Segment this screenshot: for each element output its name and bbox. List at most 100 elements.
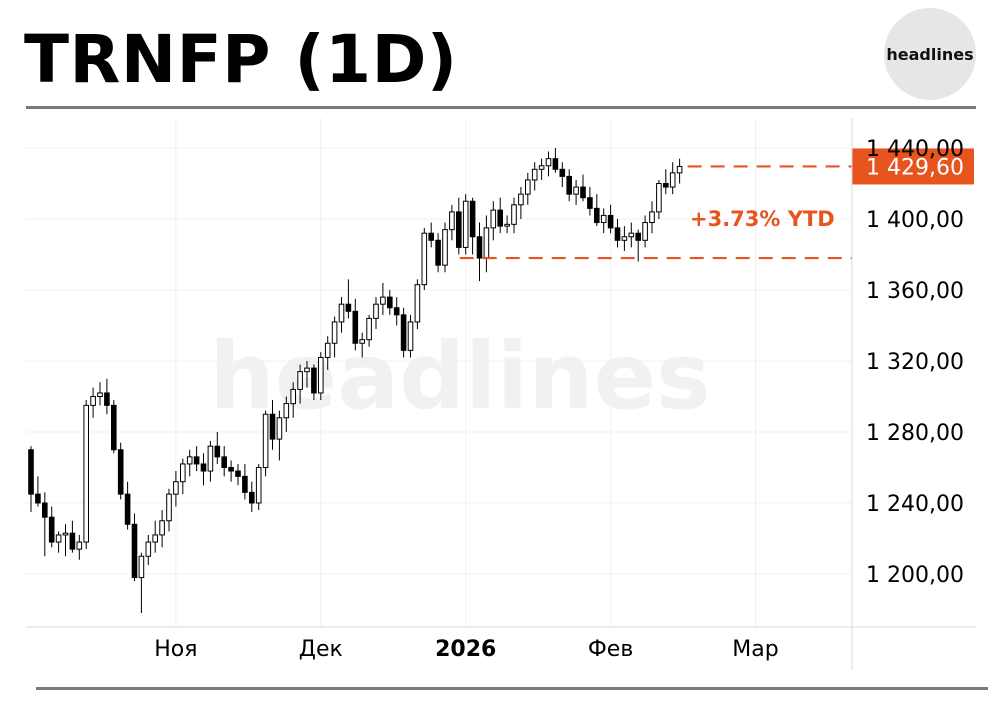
candle-body [331,321,338,344]
candle-body [83,404,90,543]
candle-body [435,239,441,266]
candle-body [414,284,421,323]
candle-body [483,227,490,259]
candle-body [531,168,538,181]
candle-body [421,232,428,286]
chart-title: TRNFP (1D) [24,21,458,98]
candle-body [366,317,372,341]
candle-body [111,404,117,451]
x-tick-label: Фев [588,637,633,662]
candle-body [497,209,503,227]
brand-logo: headlines [884,8,976,100]
candle-body [594,207,600,224]
candle-body [262,413,269,468]
candle-body [55,534,62,543]
candle-body [525,179,531,195]
axes: 1 440,00 1 400,00 1 360,00 1 320,00 1 280,00… [26,118,976,670]
candle-body [573,186,579,195]
x-tick-label: Дек [299,637,343,662]
candle-body [600,214,607,224]
candle-body [242,475,248,493]
candles [28,148,683,614]
candle-body [338,303,345,323]
candle-body [97,392,103,398]
candle-body [42,502,48,518]
candle-body [152,534,158,543]
candle-body [559,168,566,177]
ytd-annotation: +3.73% YTD [690,207,835,231]
candle-body [235,470,241,477]
candle-body [104,392,110,406]
candle-body [311,367,317,394]
y-tick-label: 1 440,00 [866,137,964,162]
candle-body [490,209,497,229]
candle-body [35,493,41,504]
candle-body [428,232,434,241]
bottom-divider [36,687,988,690]
candle-body [628,232,635,238]
last-price-label: 1 429,60 [866,155,964,180]
y-tick-label: 1 360,00 [866,279,964,304]
y-tick-label: 1 400,00 [866,208,964,233]
candle-body [614,227,621,241]
candle-body [283,403,290,419]
candle-body [90,396,96,406]
y-tick-label: 1 200,00 [866,563,964,588]
candle-body [200,463,207,472]
candle-body [228,467,234,472]
brand-logo-text: headlines [886,44,974,64]
candle-body [380,296,386,305]
candle-body [607,214,614,229]
x-tick-label: Мар [732,637,778,662]
candle-body [186,456,193,465]
candle-body [635,232,642,241]
candle-body [117,449,124,495]
candle-body [124,493,131,525]
candle-body [373,303,379,319]
candle-body [131,523,138,579]
candle-body [276,417,283,440]
candle-body [504,223,510,227]
candle-body [462,200,469,248]
candle-body [642,222,648,241]
candle-body [518,193,524,206]
candle-body [221,456,227,469]
candle-body [249,491,255,504]
candle-body [663,183,669,188]
last-price-tag [852,148,974,185]
candle-body [552,158,559,170]
candle-body [180,463,186,483]
candle-body [304,367,310,373]
candle-body [407,321,414,351]
candle-body [290,388,296,405]
candle-body [649,211,655,224]
candle-body [587,197,593,209]
candle-body [255,467,262,504]
candle-body [400,314,407,351]
candle-body [207,445,214,472]
candle-body [566,175,573,195]
candle-body [269,413,276,440]
candle-body [449,211,455,231]
candle-body [456,211,462,248]
candle-body [442,229,448,266]
candle-body [318,356,324,394]
candle-body [511,204,517,225]
y-tick-label: 1 280,00 [866,421,964,446]
candle-body [48,516,55,543]
x-tick-label: Ноя [154,637,197,662]
candle-body [387,296,393,309]
candle-body [393,307,400,316]
candle-body [538,165,545,170]
candle-body [545,158,552,167]
candle-body [676,165,683,174]
candle-body [469,200,476,238]
candle-body [166,493,172,522]
y-tick-label: 1 240,00 [866,492,964,517]
candle-body [476,236,483,259]
candle-body [28,449,34,495]
candle-body [352,310,359,344]
candle-body [656,183,662,213]
candle-body [345,303,352,312]
